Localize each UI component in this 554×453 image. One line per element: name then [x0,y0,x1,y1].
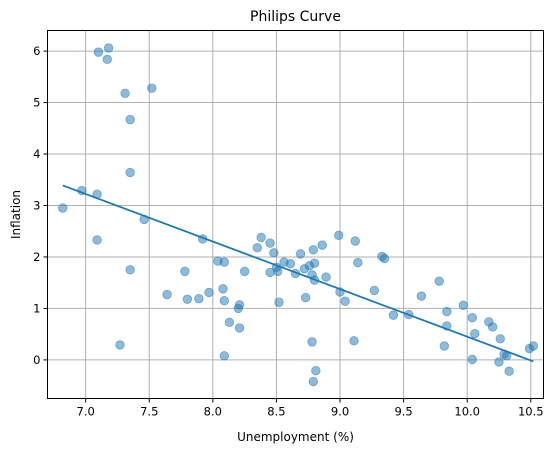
scatter-point [350,236,360,246]
y-tick-label: 6 [33,44,40,58]
scatter-points [58,43,539,387]
scatter-point [495,334,505,344]
scatter-point [103,43,114,53]
y-tick-label: 1 [33,301,40,315]
scatter-point [92,235,102,245]
scatter-point [311,366,321,376]
axis-ticks: 7.0 7.5 8.0 8.5 9.0 9.5 10.0 10.5 0 1 2 3 4 5 6 [33,44,543,418]
scatter-point [528,341,539,351]
x-tick-label: 8.0 [204,405,222,419]
scatter-point [300,292,311,303]
x-tick-label: 10.0 [454,405,480,419]
scatter-point [308,245,319,255]
scatter-point [442,306,452,317]
y-tick-label: 5 [33,96,40,110]
regression-line-group [62,184,534,363]
scatter-point [93,47,104,57]
scatter-point [295,249,306,259]
scatter-point [369,285,380,296]
scatter-point [125,114,135,125]
scatter-point [467,354,477,365]
scatter-point [379,253,390,264]
scatter-point [504,366,514,376]
scatter-point [115,340,125,350]
scatter-point [218,284,228,294]
scatter-point [234,323,245,333]
x-tick-label: 7.0 [77,405,95,419]
scatter-point [234,300,245,310]
scatter-point [265,238,275,248]
scatter-point [439,341,450,351]
x-tick-label: 9.0 [331,405,349,419]
scatter-point [272,266,283,277]
scatter-point [147,83,157,93]
y-tick-label: 0 [33,353,40,367]
scatter-point [494,357,504,367]
scatter-point [340,296,350,306]
scatter-point [274,297,284,307]
scatter-point [349,336,359,346]
scatter-point [285,258,296,269]
scatter-point [487,322,498,332]
plot-frame [47,30,544,399]
scatter-point [470,328,480,339]
x-tick-label: 9.5 [394,405,412,419]
chart-title: Philips Curve [250,9,341,25]
scatter-point [334,230,344,241]
scatter-point [353,257,363,268]
scatter-point [458,300,469,311]
scatter-point [239,266,250,277]
y-axis-label: Inflation [9,190,23,239]
scatter-point [194,293,204,304]
scatter-point [252,242,263,253]
scatter-point [256,232,266,243]
regression-line [62,184,534,363]
scatter-point [162,289,172,300]
scatter-point [204,287,214,298]
y-tick-label: 4 [33,147,40,161]
x-axis-label: Unemployment (%) [237,430,354,444]
scatter-point [308,376,319,387]
scatter-point [58,203,68,213]
scatter-point [219,296,229,306]
scatter-point [269,248,279,258]
scatter-point [125,167,135,178]
scatter-point [219,351,229,361]
scatter-point [388,310,399,320]
scatter-point [180,266,190,277]
scatter-point [434,276,444,286]
scatter-point [416,291,427,301]
x-tick-label: 10.5 [518,405,544,419]
x-tick-label: 7.5 [140,405,158,419]
scatter-point [317,240,327,250]
scatter-point [219,257,229,267]
y-tick-label: 2 [33,250,40,264]
scatter-point [321,272,331,282]
y-tick-label: 3 [33,198,40,212]
scatter-point [120,88,130,98]
scatter-point [125,265,135,275]
scatter-point [467,312,477,323]
scatter-point [224,317,235,328]
scatter-point [309,258,320,268]
scatter-point [102,54,112,65]
x-tick-label: 8.5 [267,405,285,419]
scatter-point [182,294,193,304]
scatter-point [307,337,317,347]
grid [47,30,544,399]
